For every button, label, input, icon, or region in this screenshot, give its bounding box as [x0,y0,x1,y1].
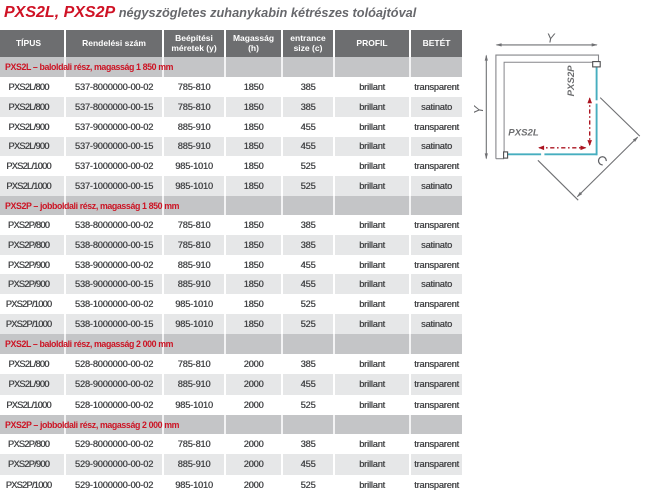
svg-text:Y: Y [546,31,556,45]
svg-text:Y: Y [472,104,486,114]
svg-text:PXS2P: PXS2P [566,65,577,97]
svg-text:PXS2L: PXS2L [508,127,539,138]
